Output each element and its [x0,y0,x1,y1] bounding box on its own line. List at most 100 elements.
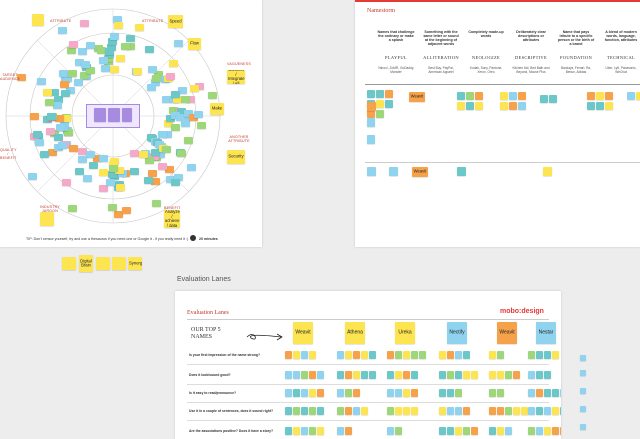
sticky-note[interactable] [156,151,166,159]
sticky-note[interactable] [55,123,65,131]
sticky-note[interactable]: Flow [188,38,201,50]
sticky-note[interactable] [587,92,595,100]
vote-note[interactable] [395,427,402,435]
sticky-note[interactable] [68,144,78,152]
sticky-note[interactable] [389,167,398,176]
vote-note[interactable] [301,351,308,359]
sticky-note[interactable] [79,71,89,79]
vote-note[interactable] [528,389,535,397]
sticky-note[interactable] [108,165,118,173]
vote-note[interactable] [552,389,559,397]
sticky-note[interactable] [170,112,180,120]
sticky-note[interactable] [596,92,604,100]
sticky-note[interactable] [66,46,76,54]
sticky-note[interactable] [68,204,78,212]
sticky-note[interactable] [85,42,95,50]
sticky-note[interactable] [17,73,27,81]
sticky-note[interactable] [627,92,635,100]
sticky-note[interactable] [194,83,204,91]
sticky-note[interactable] [376,90,384,98]
sticky-note[interactable] [115,183,125,191]
sticky-note[interactable] [457,167,466,176]
sticky-note[interactable] [113,15,123,23]
sticky-note[interactable]: Make [210,103,224,115]
top-name-note[interactable]: Ureka [395,322,415,344]
sticky-note[interactable] [500,92,508,100]
vote-note[interactable] [447,407,454,415]
sticky-note[interactable] [62,74,72,82]
sticky-note[interactable] [59,81,69,89]
sticky-note[interactable] [165,114,175,122]
side-note[interactable] [580,388,586,394]
sticky-note[interactable] [122,207,132,215]
vote-note[interactable] [471,371,478,379]
footer-note[interactable]: Synergy [128,257,142,270]
sticky-note[interactable] [68,69,78,77]
sticky-note[interactable] [185,96,195,104]
vote-note[interactable] [447,351,454,359]
vote-note[interactable] [497,407,504,415]
sticky-note[interactable] [208,91,218,99]
footer-note[interactable] [96,257,110,270]
vote-note[interactable] [463,351,470,359]
sticky-note[interactable] [509,102,517,110]
brainstorm-board[interactable]: ATTRIBUTE ATTRIBUTE TARGET AUDIENCE VAGU… [0,0,262,247]
sticky-note[interactable] [138,150,148,158]
sticky-note[interactable] [69,41,79,49]
sticky-note[interactable] [126,35,136,43]
vote-note[interactable] [337,407,344,415]
sticky-note[interactable] [549,95,557,103]
vote-note[interactable] [353,389,360,397]
vote-note[interactable] [411,389,418,397]
sticky-note[interactable] [367,102,376,111]
sticky-note[interactable] [114,210,124,218]
sticky-note[interactable] [509,92,517,100]
sticky-note[interactable] [144,157,154,165]
vote-note[interactable] [497,389,504,397]
sticky-note[interactable] [171,123,181,131]
sticky-note[interactable] [27,173,37,181]
sticky-note[interactable] [53,133,63,141]
sticky-note[interactable] [130,167,140,175]
vote-note[interactable] [505,427,512,435]
vote-note[interactable] [505,371,512,379]
vote-note[interactable] [463,427,470,435]
top-name-note[interactable]: Nectify [447,322,467,344]
sticky-note[interactable] [115,166,125,174]
vote-note[interactable] [552,427,559,435]
sticky-note[interactable] [99,56,109,64]
vote-note[interactable] [439,351,446,359]
sticky-note[interactable] [105,179,115,187]
sticky-note[interactable] [367,90,375,98]
vote-note[interactable] [293,389,300,397]
sticky-note[interactable] [605,92,613,100]
vote-note[interactable] [536,371,543,379]
sticky-note[interactable] [43,88,53,96]
namestorm-board[interactable]: Namestorm Names that challenge the ordin… [355,0,640,247]
vote-note[interactable] [387,427,394,435]
vote-note[interactable] [369,371,376,379]
vote-note[interactable] [361,371,368,379]
sticky-note[interactable] [173,95,183,103]
sticky-note[interactable] [151,75,161,83]
vote-note[interactable] [544,371,551,379]
sticky-note[interactable] [149,153,159,161]
side-note[interactable] [580,424,586,430]
sticky-note[interactable] [64,129,74,137]
sticky-note[interactable] [40,212,54,226]
sticky-note[interactable]: Security [227,150,245,164]
sticky-note[interactable] [148,170,158,178]
sticky-note[interactable] [61,115,71,123]
vote-note[interactable] [353,407,360,415]
vote-note[interactable] [285,427,292,435]
vote-note[interactable] [528,427,535,435]
vote-note[interactable] [489,351,496,359]
sticky-note[interactable] [518,92,526,100]
sticky-note[interactable] [180,96,190,104]
vote-note[interactable] [544,427,551,435]
sticky-note[interactable] [376,110,384,118]
sticky-note[interactable] [174,173,184,181]
sticky-note[interactable] [107,171,117,179]
sticky-note[interactable]: Weavit [412,167,428,177]
vote-note[interactable] [489,427,496,435]
